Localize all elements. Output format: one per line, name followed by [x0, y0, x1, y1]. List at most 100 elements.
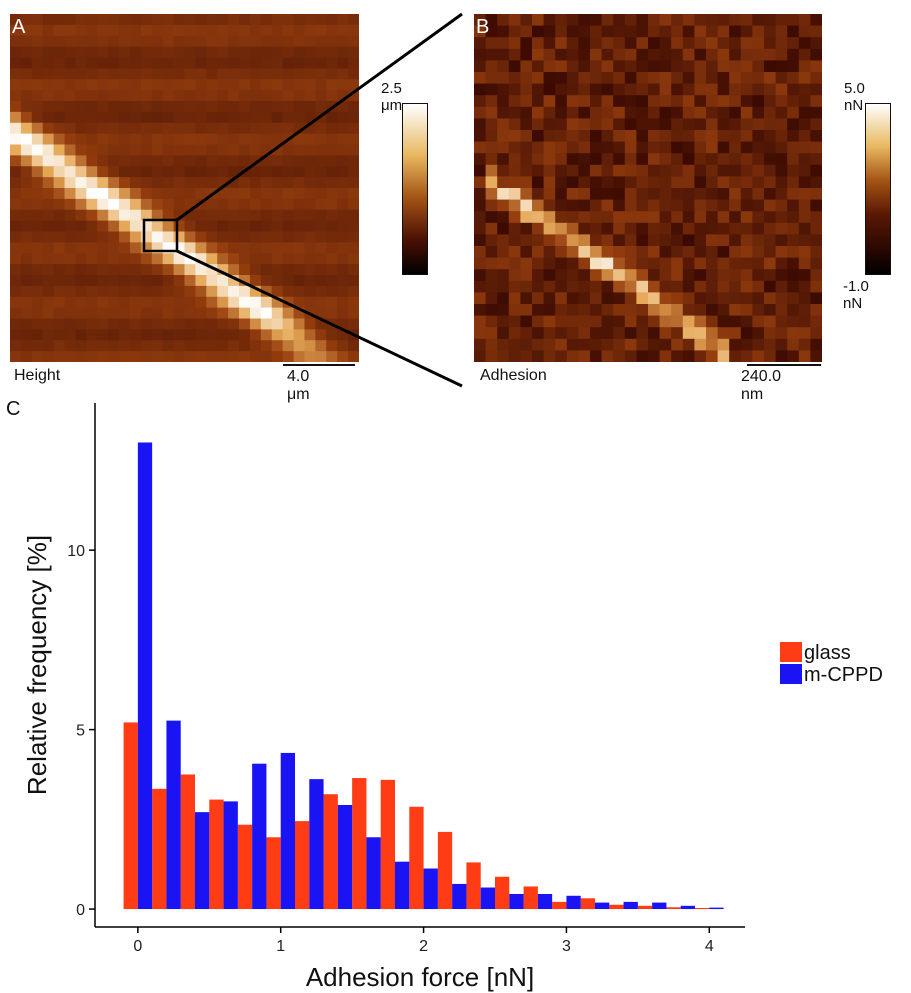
height-map-pixel [53, 296, 66, 309]
height-map-pixel [53, 351, 66, 362]
bar-glass [352, 778, 367, 910]
adhesion-map-pixel [740, 141, 753, 154]
height-map-pixel [75, 14, 87, 26]
height-map-pixel [140, 242, 153, 254]
adhesion-map-pixel [601, 164, 614, 177]
height-map-pixel [239, 198, 251, 211]
adhesion-map-pixel [810, 48, 822, 61]
height-map-pixel [326, 79, 338, 91]
height-map-pixel [31, 231, 44, 243]
height-map-pixel [228, 307, 240, 320]
adhesion-map-pixel [520, 106, 533, 119]
height-map-pixel [239, 177, 251, 189]
height-map-pixel [162, 122, 175, 135]
height-map-pixel [129, 307, 142, 320]
height-map-pixel [293, 188, 306, 200]
adhesion-map-pixel [497, 72, 510, 85]
height-map-pixel [42, 68, 55, 80]
adhesion-map-pixel [474, 176, 487, 189]
height-map-pixel [42, 329, 55, 341]
height-map-pixel [151, 220, 164, 233]
adhesion-map-pixel [624, 153, 637, 166]
adhesion-map-pixel [752, 234, 765, 247]
adhesion-map-pixel [775, 48, 788, 61]
height-map-pixel [20, 296, 33, 309]
height-map-pixel [75, 177, 87, 189]
adhesion-map-pixel [497, 83, 510, 96]
bar-glass [666, 907, 681, 910]
panel-b-letter: B [476, 16, 490, 38]
adhesion-map-pixel [601, 188, 614, 201]
height-map-pixel [326, 253, 338, 265]
height-map-pixel [337, 253, 349, 265]
height-map-pixel [162, 155, 175, 167]
adhesion-map-pixel [532, 222, 545, 235]
height-map-pixel [64, 101, 77, 113]
adhesion-map-pixel [543, 338, 556, 351]
height-map-pixel [282, 340, 295, 352]
adhesion-map-pixel [740, 188, 753, 201]
height-map-pixel [206, 57, 218, 69]
adhesion-map-pixel [566, 95, 579, 108]
adhesion-map-pixel [508, 60, 521, 73]
height-map-pixel [119, 177, 131, 189]
height-map-pixel [42, 46, 55, 59]
adhesion-map-pixel [810, 130, 822, 143]
adhesion-map-pixel [543, 153, 556, 166]
adhesion-map-pixel [787, 118, 800, 131]
height-map-pixel [326, 264, 338, 276]
adhesion-map-pixel [729, 164, 742, 177]
height-map-pixel [86, 133, 98, 146]
height-map-pixel [42, 90, 55, 102]
adhesion-map-pixel [601, 315, 614, 328]
adhesion-map-pixel [764, 176, 777, 189]
adhesion-map-pixel [590, 72, 603, 85]
adhesion-map-pixel [601, 153, 614, 166]
adhesion-map-pixel [706, 338, 719, 351]
height-map-pixel [228, 329, 240, 341]
adhesion-map-pixel [555, 118, 568, 131]
height-map-pixel [108, 296, 120, 309]
height-map-pixel [348, 275, 359, 287]
height-map-pixel [206, 318, 218, 330]
height-map-pixel [304, 198, 316, 211]
height-map-pixel [326, 296, 338, 309]
height-map-pixel [260, 57, 273, 69]
adhesion-map-pixel [798, 199, 811, 212]
height-map-pixel [260, 264, 273, 276]
adhesion-map-pixel [775, 118, 788, 131]
adhesion-map-pixel [682, 234, 695, 247]
height-map-pixel [282, 351, 295, 362]
height-map-pixel [31, 307, 44, 320]
height-map-pixel [184, 122, 197, 135]
height-map-pixel [315, 177, 327, 189]
adhesion-map-pixel [566, 292, 579, 305]
height-map-pixel [348, 144, 359, 156]
adhesion-map-pixel [555, 130, 568, 143]
height-map-pixel [151, 253, 164, 265]
height-map-pixel [173, 35, 186, 48]
height-map-pixel [228, 198, 240, 211]
adhesion-map-pixel [648, 257, 661, 270]
height-map-pixel [337, 35, 349, 48]
height-map-pixel [217, 307, 229, 320]
height-map-pixel [108, 24, 120, 37]
adhesion-map-pixel [543, 118, 556, 131]
height-map-pixel [31, 35, 44, 48]
adhesion-map-pixel [694, 188, 707, 201]
height-map-pixel [260, 296, 273, 309]
height-map-pixel [228, 253, 240, 265]
height-map-pixel [293, 209, 306, 222]
height-map-pixel [151, 242, 164, 254]
adhesion-map-pixel [613, 14, 626, 27]
adhesion-map-pixel [520, 118, 533, 131]
adhesion-map-pixel [717, 222, 730, 235]
adhesion-map-pixel [798, 48, 811, 61]
height-map-pixel [239, 68, 251, 80]
height-map-pixel [108, 188, 120, 200]
height-map-pixel [228, 155, 240, 167]
height-map-pixel [42, 296, 55, 309]
height-map-pixel [228, 90, 240, 102]
adhesion-map-pixel [787, 327, 800, 340]
height-map-pixel [64, 198, 77, 211]
